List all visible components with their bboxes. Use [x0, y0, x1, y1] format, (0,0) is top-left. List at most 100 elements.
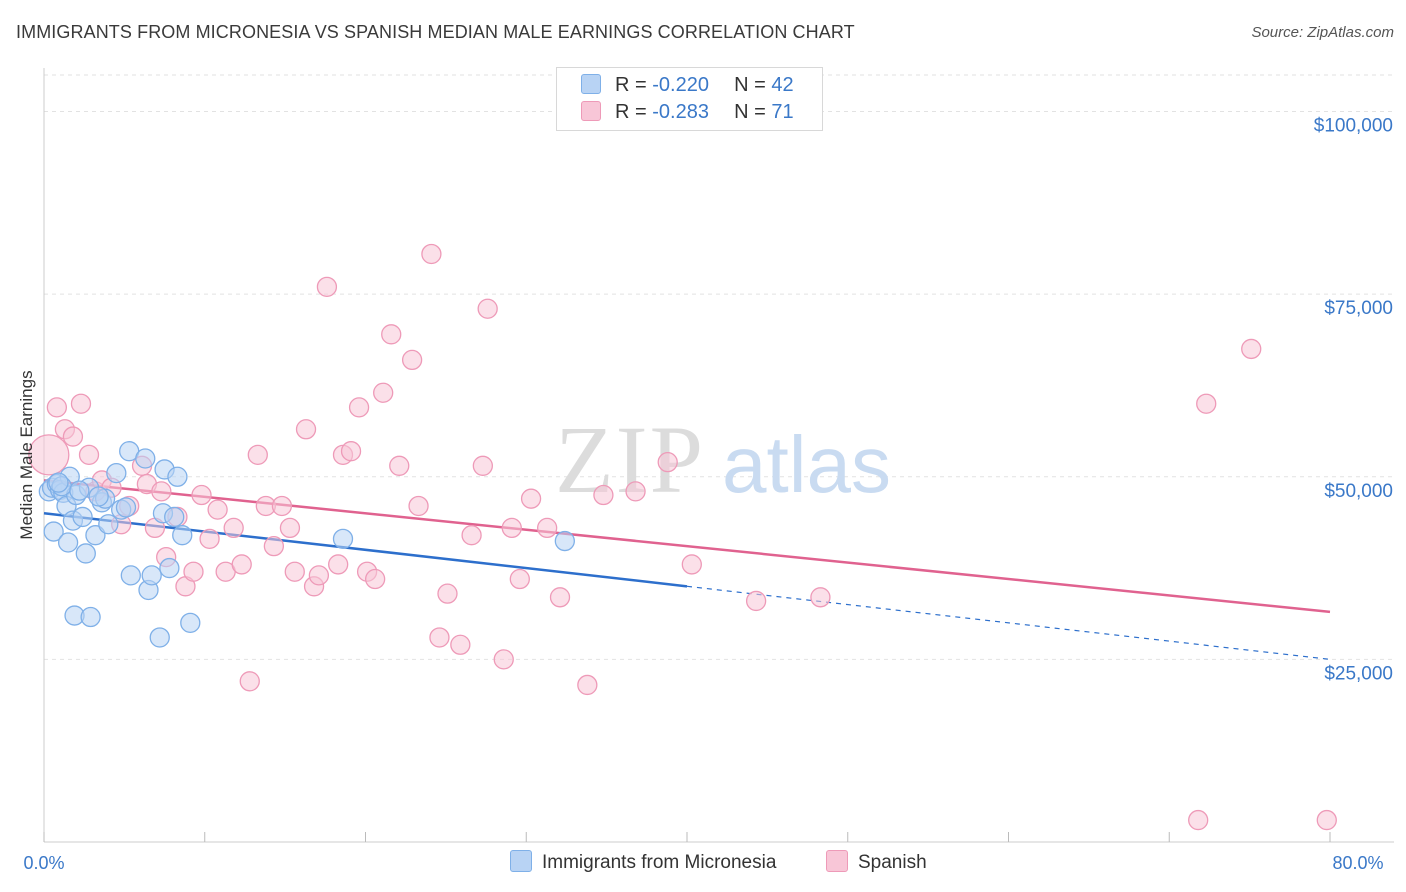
data-point-micronesia — [332, 528, 354, 550]
data-point-micronesia — [554, 530, 575, 552]
data-point-spanish — [271, 495, 293, 517]
data-point-spanish — [810, 587, 831, 608]
data-point-spanish — [191, 484, 212, 506]
chart-title: IMMIGRANTS FROM MICRONESIA VS SPANISH ME… — [16, 22, 855, 42]
legend-row-spanish: R = -0.283 N = 71 — [581, 100, 794, 127]
data-point-spanish — [151, 481, 172, 502]
x-tick-label-right: 80.0% — [1332, 853, 1383, 873]
data-point-spanish — [373, 382, 394, 403]
data-point-spanish — [401, 349, 423, 371]
legend-n-value: 71 — [771, 101, 794, 123]
data-point-micronesia — [106, 462, 127, 484]
data-point-spanish — [364, 568, 386, 590]
data-point-spanish — [681, 554, 702, 575]
watermark-atlas: atlas — [722, 420, 891, 509]
data-point-spanish — [437, 583, 458, 604]
data-point-micronesia — [164, 506, 185, 528]
data-point-spanish — [239, 671, 260, 692]
series-swatch-micronesia — [510, 850, 532, 872]
legend-r-value: -0.283 — [652, 101, 709, 123]
data-point-spanish — [263, 536, 285, 557]
data-point-spanish — [247, 444, 268, 465]
axes — [43, 68, 1394, 843]
data-point-spanish — [62, 426, 84, 447]
data-point-spanish — [1316, 809, 1337, 831]
data-point-micronesia — [159, 557, 180, 579]
legend-n-value: 42 — [771, 74, 794, 96]
data-point-micronesia — [75, 543, 96, 564]
data-point-spanish — [223, 517, 244, 539]
x-tick-label-left: 0.0% — [23, 853, 64, 873]
data-point-micronesia — [115, 497, 137, 518]
legend-row-micronesia: R = -0.220 N = 42 — [581, 73, 794, 100]
chart-source: Source: ZipAtlas.com — [1251, 24, 1394, 41]
data-point-spanish — [207, 499, 228, 520]
legend-r-label: R = — [615, 74, 647, 96]
y-tick-labels: $100,000 $75,000 $50,000 $25,000 — [1314, 116, 1393, 685]
data-point-spanish — [389, 455, 410, 476]
data-point-spanish — [284, 561, 305, 582]
legend-swatch-micronesia — [581, 73, 601, 94]
data-point-spanish — [1196, 393, 1217, 414]
legend-swatch-spanish — [581, 100, 601, 121]
data-point-spanish — [493, 649, 514, 670]
data-point-micronesia — [88, 486, 109, 507]
data-point-micronesia — [149, 627, 170, 648]
data-point-spanish — [295, 419, 317, 440]
x-ticks — [43, 832, 1331, 842]
data-point-micronesia — [141, 565, 162, 586]
data-point-spanish — [1188, 809, 1209, 831]
data-point-spanish — [70, 393, 92, 414]
data-point-spanish — [536, 517, 558, 539]
data-point-spanish — [28, 434, 70, 476]
data-point-spanish — [328, 554, 349, 575]
data-point-spanish — [381, 324, 402, 345]
data-points — [28, 243, 1337, 831]
data-point-spanish — [509, 568, 530, 590]
data-point-micronesia — [172, 525, 193, 546]
y-axis-label: Median Male Earnings — [17, 370, 36, 539]
y-tick-label: $25,000 — [1324, 663, 1393, 684]
data-point-spanish — [477, 298, 498, 319]
data-point-micronesia — [167, 466, 188, 487]
series-legend-spanish: Spanish — [826, 850, 927, 874]
y-tick-label: $100,000 — [1314, 116, 1393, 137]
data-point-spanish — [231, 554, 252, 575]
data-point-spanish — [408, 495, 429, 517]
legend-n-label: N = — [734, 74, 766, 96]
data-point-spanish — [316, 276, 338, 297]
data-point-spanish — [501, 517, 522, 539]
data-point-micronesia — [48, 472, 69, 493]
series-swatch-spanish — [826, 850, 848, 872]
data-point-spanish — [577, 674, 598, 696]
data-point-spanish — [429, 627, 450, 648]
data-point-spanish — [1241, 338, 1262, 360]
data-point-spanish — [657, 452, 678, 473]
data-point-spanish — [308, 565, 330, 586]
trend-line-extension — [686, 585, 1331, 660]
legend-r-value: -0.220 — [652, 74, 709, 96]
data-point-micronesia — [43, 521, 64, 542]
data-point-spanish — [549, 587, 571, 608]
legend-n-label: N = — [734, 101, 766, 123]
data-point-spanish — [348, 397, 370, 418]
data-point-micronesia — [57, 532, 79, 553]
data-point-spanish — [593, 484, 614, 506]
data-point-spanish — [183, 561, 204, 582]
data-point-micronesia — [85, 525, 106, 546]
correlation-legend: R = -0.220 N = 42 R = -0.283 N = 71 — [556, 67, 823, 131]
data-point-spanish — [78, 444, 100, 465]
data-point-micronesia — [72, 506, 93, 528]
data-point-micronesia — [98, 514, 119, 535]
data-point-spanish — [450, 634, 471, 655]
legend-r-label: R = — [615, 101, 647, 123]
series-label-micronesia: Immigrants from Micronesia — [542, 852, 777, 874]
data-point-spanish — [472, 455, 493, 476]
data-point-spanish — [461, 525, 482, 546]
data-point-spanish — [46, 397, 68, 418]
data-point-spanish — [625, 481, 646, 502]
y-tick-label: $50,000 — [1324, 481, 1393, 502]
data-point-spanish — [520, 488, 542, 509]
data-point-spanish — [745, 590, 767, 612]
data-point-micronesia — [135, 448, 156, 469]
